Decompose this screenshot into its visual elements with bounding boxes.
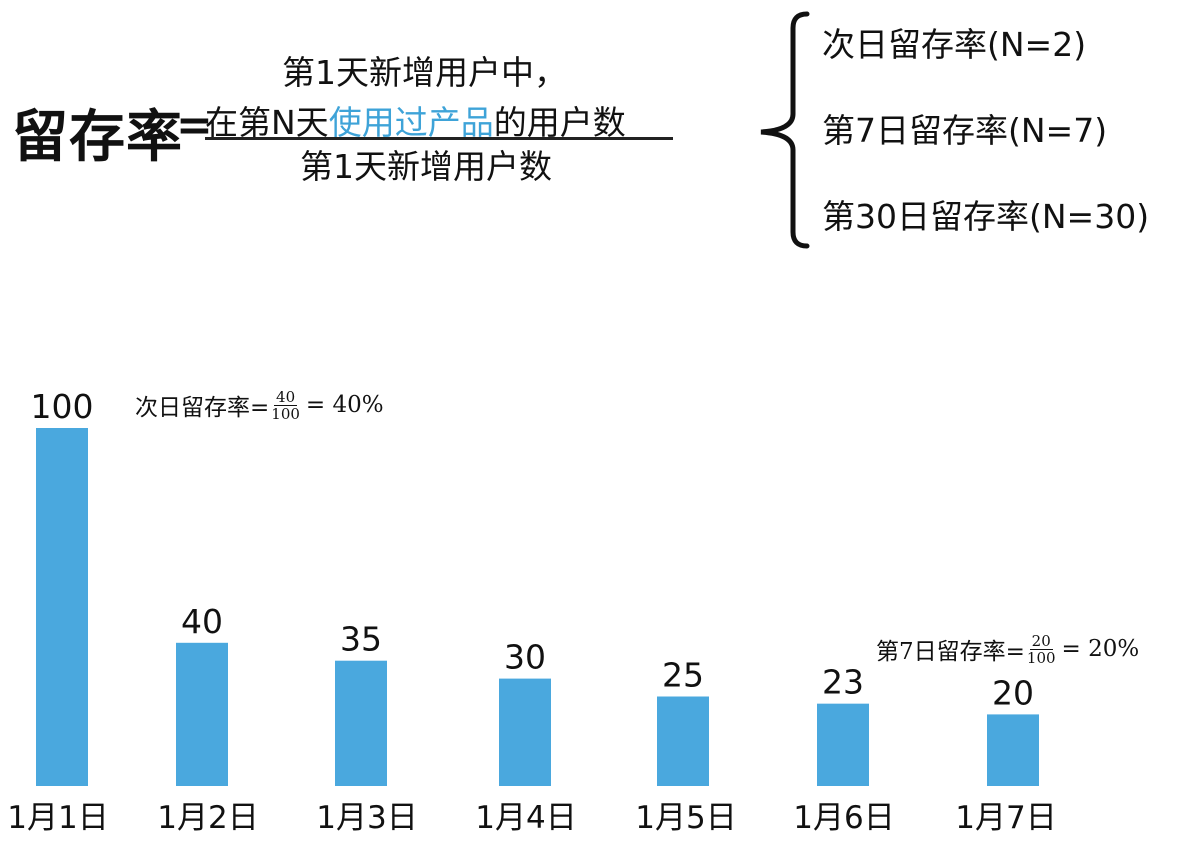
bar-7	[987, 714, 1039, 786]
x-tick-label: 1月5日	[635, 800, 736, 836]
bar-5	[657, 696, 709, 786]
numerator-line-1: 第1天新增用户中，	[282, 53, 567, 92]
x-tick-label: 1月1日	[7, 800, 108, 836]
bar-3	[335, 660, 387, 786]
annotation-numerator: 20	[1029, 631, 1053, 650]
formula-label: 留存率	[12, 105, 183, 170]
annotation-denominator: 100	[1026, 648, 1056, 667]
rate-type-next-day: 次日留存率(N=2)	[822, 25, 1087, 64]
annotation-day-7: 第7日留存率= 20 100 = 20%	[876, 632, 1139, 666]
bar-value-label: 23	[822, 663, 864, 702]
bar-2	[176, 642, 228, 786]
equals-sign: =	[176, 100, 213, 151]
bar-value-label: 20	[992, 673, 1034, 712]
x-tick-label: 1月3日	[316, 800, 417, 836]
annotation-fraction: 40 100	[271, 389, 300, 422]
bar-value-label: 25	[662, 656, 704, 695]
bar-1	[36, 428, 88, 786]
x-tick-label: 1月6日	[793, 800, 894, 836]
annotation-result: = 40%	[305, 392, 384, 418]
annotation-next-day: 次日留存率= 40 100 = 40%	[135, 388, 384, 422]
denominator: 第1天新增用户数	[300, 147, 552, 186]
bar-value-label: 30	[504, 638, 546, 677]
bar-value-label: 100	[31, 387, 94, 426]
numerator-highlight: 使用过产品	[328, 103, 494, 142]
annotation-denominator: 100	[271, 404, 300, 423]
rate-type-day-30: 第30日留存率(N=30)	[822, 197, 1150, 236]
annotation-numerator: 40	[274, 387, 298, 406]
bar-6	[817, 703, 869, 786]
numerator-prefix: 在第N天	[205, 103, 329, 142]
curly-brace-icon	[760, 11, 810, 249]
numerator-suffix: 的用户数	[493, 103, 626, 142]
annotation-label: 第7日留存率=	[876, 639, 1025, 665]
x-tick-label: 1月7日	[955, 800, 1056, 836]
annotation-fraction: 20 100	[1027, 633, 1056, 666]
fraction-line	[205, 137, 673, 140]
numerator-line-2: 在第N天使用过产品的用户数	[205, 96, 626, 144]
rate-type-day-7: 第7日留存率(N=7)	[822, 111, 1108, 150]
bar-value-label: 40	[181, 602, 223, 641]
annotation-result: = 20%	[1061, 636, 1140, 662]
bar-4	[499, 678, 551, 786]
annotation-label: 次日留存率=	[135, 395, 270, 421]
x-tick-label: 1月4日	[475, 800, 576, 836]
bar-value-label: 35	[340, 620, 382, 659]
x-tick-label: 1月2日	[157, 800, 258, 836]
